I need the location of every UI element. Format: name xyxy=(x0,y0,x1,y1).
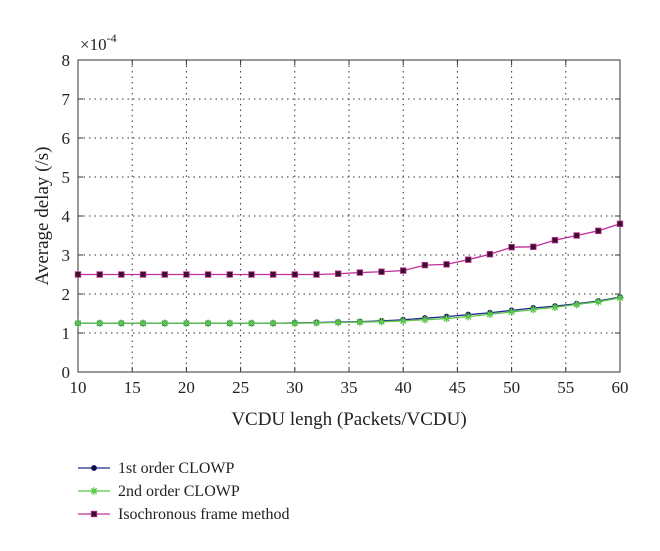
data-point xyxy=(269,319,277,328)
data-point xyxy=(443,261,450,268)
data-point xyxy=(74,319,82,328)
data-point xyxy=(572,300,581,309)
data-point xyxy=(378,268,385,275)
data-point xyxy=(182,319,191,328)
data-point xyxy=(442,314,451,323)
legend-marker xyxy=(90,510,98,518)
data-point xyxy=(118,271,125,278)
x-tick-label: 60 xyxy=(612,378,629,397)
series-layer xyxy=(74,220,624,328)
x-tick-label: 55 xyxy=(557,378,574,397)
y-tick-label: 0 xyxy=(62,363,71,382)
data-point xyxy=(551,236,559,244)
y-multiplier: ×10-4 xyxy=(80,31,117,54)
legend-item: 2nd order CLOWP xyxy=(78,483,240,500)
y-tick-label: 5 xyxy=(62,168,71,187)
x-tick-label: 45 xyxy=(449,378,466,397)
data-point xyxy=(530,243,537,251)
y-tick-label: 2 xyxy=(62,285,71,304)
data-point xyxy=(204,271,212,278)
data-point xyxy=(312,319,321,327)
data-point xyxy=(616,294,624,302)
data-point xyxy=(74,271,82,278)
y-tick-label: 4 xyxy=(62,207,71,226)
y-tick-label: 1 xyxy=(62,324,71,343)
legend-marker xyxy=(91,464,98,471)
data-point xyxy=(226,271,233,278)
x-axis-label: VCDU lengh (Packets/VCDU) xyxy=(231,409,466,430)
data-point xyxy=(594,298,603,306)
data-point xyxy=(334,270,342,277)
legend-marker xyxy=(90,487,98,495)
data-point xyxy=(465,256,472,263)
data-point xyxy=(334,318,342,327)
data-point xyxy=(313,271,320,278)
series-3 xyxy=(74,220,624,278)
x-tick-label: 15 xyxy=(124,378,141,397)
data-point xyxy=(117,319,126,328)
data-point xyxy=(291,271,298,278)
data-point xyxy=(247,319,256,328)
data-point xyxy=(399,317,407,325)
data-point xyxy=(139,271,147,278)
data-point xyxy=(507,308,516,316)
x-tick-label: 40 xyxy=(395,378,412,397)
legend-label: Isochronous frame method xyxy=(118,506,290,523)
x-tick-label: 35 xyxy=(341,378,358,397)
y-tick-label: 8 xyxy=(62,51,71,70)
y-tick-label: 3 xyxy=(62,246,71,265)
data-point xyxy=(421,315,429,324)
data-point xyxy=(616,220,624,227)
x-tick-label: 25 xyxy=(232,378,249,397)
data-point xyxy=(464,312,473,321)
data-point xyxy=(595,227,602,235)
data-point xyxy=(421,261,429,269)
data-point xyxy=(204,319,212,328)
data-point xyxy=(95,319,104,328)
x-tick-label: 20 xyxy=(178,378,195,397)
legend-label: 2nd order CLOWP xyxy=(118,483,240,500)
y-axis-label: Average delay (/s) xyxy=(32,147,53,286)
data-point xyxy=(399,267,407,274)
x-tick-label: 30 xyxy=(286,378,303,397)
y-tick-label: 6 xyxy=(62,129,71,148)
data-point xyxy=(96,271,103,278)
data-point xyxy=(183,271,190,278)
data-point xyxy=(269,271,277,278)
legend-item: 1st order CLOWP xyxy=(78,460,235,477)
legend: 1st order CLOWP 2nd order CLOWP Isochronou… xyxy=(72,455,352,530)
data-point xyxy=(551,303,559,312)
legend-item: Isochronous frame method xyxy=(78,506,290,523)
x-axis-ticks: 10 15 20 25 30 35 40 45 50 55 60 xyxy=(70,60,629,397)
data-point xyxy=(356,269,364,276)
data-point xyxy=(573,232,580,239)
data-point xyxy=(377,317,386,326)
data-point xyxy=(291,319,299,328)
y-axis-ticks: 0 1 2 3 4 5 6 7 8 xyxy=(62,51,620,382)
data-point xyxy=(356,318,364,326)
legend-box xyxy=(72,455,352,530)
data-point xyxy=(529,305,538,314)
data-point xyxy=(508,243,515,251)
legend-label: 1st order CLOWP xyxy=(118,460,235,477)
data-point xyxy=(160,319,169,328)
x-tick-label: 50 xyxy=(503,378,520,397)
x-tick-label: 10 xyxy=(70,378,87,397)
series-line xyxy=(78,223,621,276)
data-point xyxy=(139,319,147,328)
data-point xyxy=(486,251,494,258)
data-point xyxy=(248,271,255,278)
data-point xyxy=(225,319,234,328)
y-tick-label: 7 xyxy=(62,90,71,109)
data-point xyxy=(161,271,168,278)
series-2 xyxy=(74,294,624,328)
data-point xyxy=(486,310,494,319)
